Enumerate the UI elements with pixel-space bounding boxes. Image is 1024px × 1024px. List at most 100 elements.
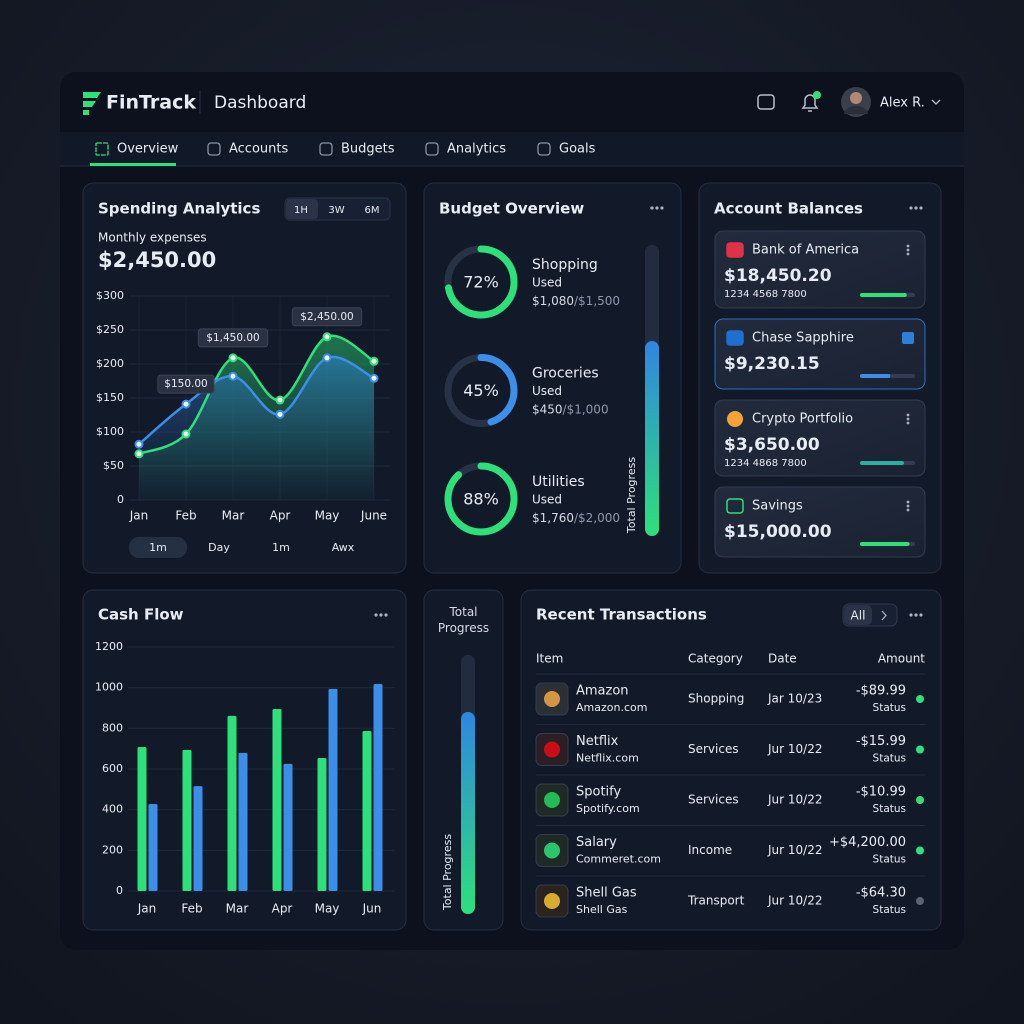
menu-dot <box>914 613 918 617</box>
date: Jur 10/22 <box>767 793 822 807</box>
nav-icon <box>95 142 109 156</box>
menu-dot <box>906 248 910 252</box>
column-header: Item <box>536 652 563 666</box>
account-card[interactable] <box>714 486 926 558</box>
nav-item[interactable]: Overview <box>117 142 179 157</box>
status-dot <box>916 796 924 804</box>
date: Jar 10/23 <box>767 692 822 706</box>
bell-icon[interactable] <box>801 94 819 112</box>
status: Status <box>873 904 906 916</box>
account-icon <box>727 411 743 427</box>
nav-item[interactable]: Goals <box>559 142 596 157</box>
data-point <box>322 353 332 363</box>
item-name: Salary <box>576 835 617 850</box>
filter[interactable]: All <box>851 609 866 623</box>
y-tick-label: $100 <box>96 425 124 438</box>
item-site: Shell Gas <box>576 903 628 916</box>
y-tick-label: 600 <box>102 762 123 775</box>
budget-amount: $1,760/$2,000 <box>532 511 620 525</box>
progress-title-box: Total Progress <box>438 605 489 635</box>
date: Jur 10/22 <box>767 894 822 908</box>
nav-item[interactable]: Budgets <box>341 142 395 157</box>
data-point <box>275 395 285 405</box>
account-card[interactable] <box>714 230 926 309</box>
period-option[interactable]: Day <box>208 541 230 554</box>
amount: -$15.99 <box>856 734 906 749</box>
range-option[interactable]: 1H <box>294 205 308 216</box>
x-tick-label: Feb <box>175 509 196 523</box>
item-site: Commeret.com <box>576 853 661 866</box>
user-caret[interactable] <box>931 99 941 105</box>
avatar-body <box>844 106 868 114</box>
status: Status <box>873 702 906 714</box>
range-option[interactable]: 6M <box>365 205 380 216</box>
x-tick-label: May <box>315 902 340 916</box>
account-card[interactable] <box>714 399 926 477</box>
panel-title: Budget Overview <box>439 200 584 218</box>
account-icon <box>726 242 744 258</box>
period-option[interactable]: 1m <box>272 541 290 554</box>
donut-arc <box>444 462 518 536</box>
user-name[interactable]: Alex R. <box>880 96 925 111</box>
nav-item[interactable]: Analytics <box>447 142 506 157</box>
account-name: Bank of America <box>752 243 859 258</box>
amount: -$64.30 <box>856 886 906 901</box>
avatar-face <box>850 92 862 104</box>
y-tick-label: 0 <box>116 884 123 897</box>
bar <box>317 758 327 891</box>
y-tick-label: 1000 <box>95 681 123 694</box>
y-tick-label: 0 <box>117 493 124 506</box>
period-option[interactable]: 1m <box>149 541 167 554</box>
budget-amount: $1,080/$1,500 <box>532 294 620 308</box>
progress-fill <box>645 341 659 536</box>
account-bar <box>860 542 910 546</box>
item-name: Spotify <box>576 785 622 800</box>
donut-arc <box>444 245 518 319</box>
range-option[interactable]: 3W <box>328 205 344 216</box>
page-title: Dashboard <box>214 93 306 113</box>
category: Services <box>688 742 739 756</box>
nav-item[interactable]: Accounts <box>229 142 288 157</box>
panel-title: Spending Analytics <box>98 200 260 218</box>
budget-spent: $1,080 <box>532 294 574 308</box>
item-site: Netflix.com <box>576 752 639 765</box>
donut-label: 88% <box>463 490 499 509</box>
annotation-box <box>157 374 215 394</box>
budget-limit: /$2,000 <box>574 511 620 525</box>
logo <box>83 92 101 115</box>
menu-dot <box>660 206 664 210</box>
account-card[interactable] <box>714 318 926 390</box>
account-check[interactable] <box>902 332 914 344</box>
period-option[interactable]: Awx <box>332 541 355 554</box>
account-icon <box>726 498 744 514</box>
data-point <box>369 373 379 383</box>
amount: +$4,200.00 <box>829 835 906 850</box>
account-name: Savings <box>752 499 803 514</box>
bar <box>283 763 293 891</box>
y-tick-label: 200 <box>102 843 123 856</box>
subtitle: Monthly expenses <box>98 231 207 245</box>
bar <box>182 749 192 891</box>
menu-dot <box>374 613 378 617</box>
budget-used: Used <box>532 276 562 290</box>
row-icon-mark <box>544 792 560 808</box>
bar <box>137 747 147 891</box>
x-tick-label: May <box>315 509 340 523</box>
account-name: Chase Sapphire <box>752 331 854 346</box>
data-point <box>181 399 191 409</box>
annotation-box <box>197 328 269 348</box>
menu-dot <box>909 613 913 617</box>
status: Status <box>873 854 906 866</box>
menu-dot <box>919 613 923 617</box>
x-tick-label: Apr <box>272 902 293 916</box>
data-point <box>275 409 285 419</box>
wallet-icon[interactable] <box>757 94 775 110</box>
menu-dot <box>906 417 910 421</box>
annotation: $2,450.00 <box>300 311 353 323</box>
menu-dot <box>906 413 910 417</box>
data-point <box>322 332 332 342</box>
status-dot <box>916 846 924 855</box>
bar <box>238 752 248 891</box>
x-tick-label: Jan <box>129 509 149 523</box>
data-point <box>181 429 191 439</box>
